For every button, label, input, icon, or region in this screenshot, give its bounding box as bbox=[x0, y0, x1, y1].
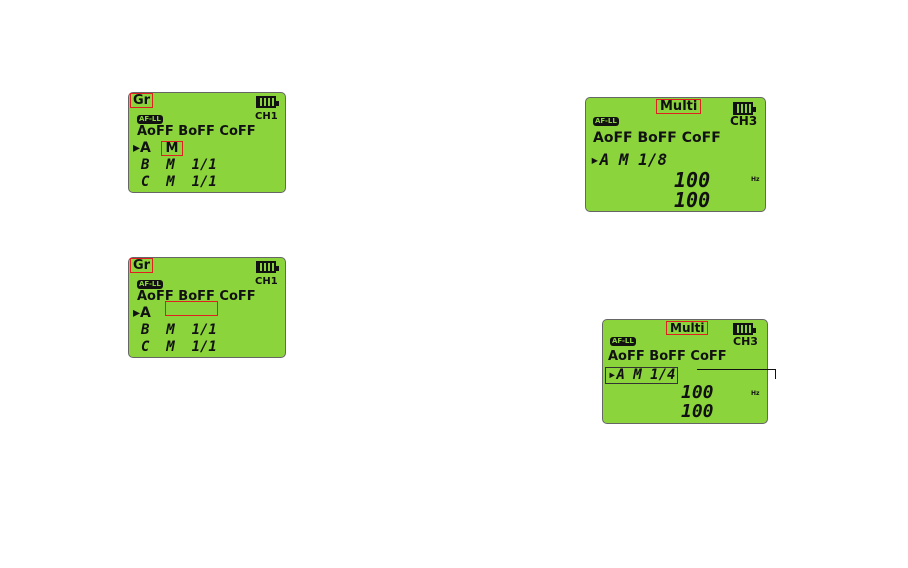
channel-label: CH3 bbox=[730, 114, 758, 128]
mode-label: Gr bbox=[130, 258, 154, 273]
lcd-panel-multi-mode-1: Multi AF-LL CH3 AoFF BoFF CoFF ▸A M 1/8 … bbox=[585, 97, 766, 212]
mode-label: Gr bbox=[130, 93, 154, 108]
freq-value: 100 bbox=[674, 188, 711, 212]
hz-unit: Hz bbox=[751, 390, 760, 397]
lcd-panel-group-mode-2: Gr AF-LL CH1 AoFF BoFF CoFF ▸A B M 1/1 C… bbox=[128, 257, 286, 358]
row-a-mode-empty bbox=[165, 301, 218, 316]
battery-icon bbox=[733, 323, 756, 335]
freq-value: 100 bbox=[681, 401, 714, 422]
af-indicator: AF-LL bbox=[137, 280, 163, 289]
row-b: B M 1/1 bbox=[141, 157, 217, 173]
lcd-panel-group-mode-1: Gr AF-LL CH1 AoFF BoFF CoFF ▸A M B M 1/1… bbox=[128, 92, 286, 193]
status-line: AoFF BoFF CoFF bbox=[137, 124, 256, 139]
channel-label: CH1 bbox=[255, 111, 278, 122]
mode-label: Multi bbox=[666, 321, 709, 335]
row-b: B M 1/1 bbox=[141, 322, 217, 338]
row-a-mode: M bbox=[161, 141, 183, 156]
af-indicator: AF-LL bbox=[610, 337, 636, 346]
battery-icon bbox=[256, 96, 279, 108]
row-a: ▸A bbox=[133, 140, 151, 156]
lcd-panel-multi-mode-2: Multi AF-LL CH3 AoFF BoFF CoFF ▸A M 1/4 … bbox=[602, 319, 768, 424]
callout-line bbox=[697, 369, 776, 379]
status-line: AoFF BoFF CoFF bbox=[137, 289, 256, 304]
row-c: C M 1/1 bbox=[141, 174, 217, 190]
channel-label: CH3 bbox=[733, 335, 758, 348]
times-value: 100 bbox=[674, 168, 711, 192]
mode-label: Multi bbox=[656, 99, 702, 114]
row-c: C M 1/1 bbox=[141, 339, 217, 355]
battery-icon bbox=[733, 102, 756, 115]
status-line: AoFF BoFF CoFF bbox=[593, 130, 721, 146]
row-a: ▸A bbox=[133, 305, 151, 321]
row-a: ▸A M 1/8 bbox=[590, 150, 668, 169]
status-line: AoFF BoFF CoFF bbox=[608, 349, 727, 364]
hz-unit: Hz bbox=[751, 176, 760, 183]
channel-label: CH1 bbox=[255, 276, 278, 287]
af-indicator: AF-LL bbox=[593, 117, 619, 126]
af-indicator: AF-LL bbox=[137, 115, 163, 124]
row-a: ▸A M 1/4 bbox=[605, 367, 679, 384]
battery-icon bbox=[256, 261, 279, 273]
times-value: 100 bbox=[681, 382, 714, 403]
